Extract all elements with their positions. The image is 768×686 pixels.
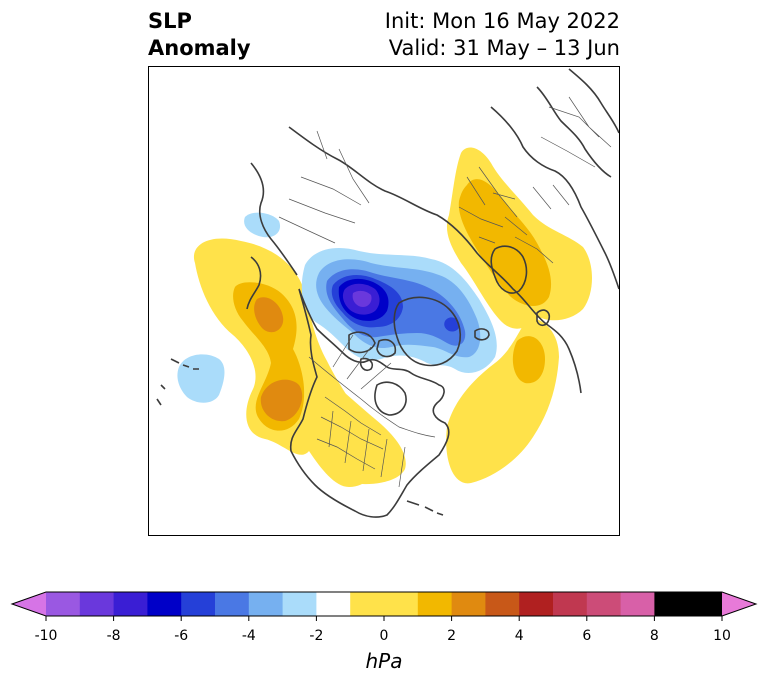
colorbar-segment [451, 592, 486, 616]
map-dates: Init: Mon 16 May 2022 Valid: 31 May – 13… [385, 8, 620, 62]
africa-country-lines [540, 96, 612, 168]
caribbean-islands [406, 500, 444, 516]
colorbar-segment [181, 592, 216, 616]
canada-us-border [308, 356, 436, 438]
colorbar-segment [553, 592, 588, 616]
colorbar-segment [485, 592, 520, 616]
greenland-coast [393, 296, 462, 367]
arctic-islands [348, 331, 397, 372]
title-line-type: Anomaly [148, 36, 251, 60]
colorbar-tick-label: -6 [174, 628, 189, 644]
colorbar-segment [79, 592, 115, 616]
kamchatka-coast [246, 256, 262, 310]
colorbar-segment [350, 592, 419, 616]
colorbar-segment [688, 592, 723, 616]
coastlines [156, 68, 619, 518]
colorbar-tick-label: 0 [379, 628, 389, 644]
colorbar-segment [620, 592, 655, 616]
anomaly-map [156, 68, 619, 518]
negative-anomaly-west [177, 354, 225, 403]
asia-east-coast [250, 162, 298, 276]
north-america-coast [289, 288, 450, 518]
colorbar-segment [248, 592, 284, 616]
colorbar-segment [46, 592, 81, 616]
political-borders [278, 96, 612, 488]
colorbar-tick-label: -10 [34, 628, 58, 644]
colorbar-ticks: -10 -8 -6 -4 -2 0 2 4 6 8 10 [0, 628, 768, 648]
negative-anomaly-greenland [444, 317, 460, 332]
colorbar-tick-label: -2 [309, 628, 324, 644]
positive-anomaly-eurasia-core [458, 179, 552, 307]
colorbar-tick-label: 4 [514, 628, 524, 644]
iceland-coast [474, 328, 490, 341]
colorbar-segment [282, 592, 317, 616]
colorbar-segment [113, 592, 148, 616]
colorbar-over-triangle [722, 592, 756, 616]
colorbar-tick-label: 6 [582, 628, 592, 644]
colorbar-segment [147, 592, 182, 616]
colorbar-tick-label: -4 [241, 628, 256, 644]
colorbar-segment [215, 592, 250, 616]
positive-anomaly-north-america [304, 367, 406, 485]
colorbar-segment [654, 592, 689, 616]
anomaly-fills [177, 147, 592, 487]
colorbar-segment [586, 592, 622, 616]
aleutian-islands [156, 358, 199, 406]
colorbar-under-triangle [12, 592, 46, 616]
positive-anomaly-pacific-max-north [254, 297, 284, 333]
asia-country-lines [278, 130, 370, 244]
colorbar-tick-label: 2 [447, 628, 457, 644]
colorbar-label: hPa [365, 649, 403, 673]
colorbar [10, 591, 758, 621]
positive-anomaly-atlantic-core [512, 336, 545, 384]
colorbar-tick-label: 10 [713, 628, 731, 644]
title-line-variable: SLP [148, 9, 192, 33]
eurasia-coast [288, 126, 582, 394]
us-state-lines [316, 396, 406, 488]
mideast-coast [536, 86, 612, 178]
negative-anomaly-arctic-min [352, 290, 372, 307]
colorbar-segments [10, 591, 758, 621]
map-title: SLP Anomaly [148, 8, 251, 62]
colorbar-tick-label: -8 [106, 628, 121, 644]
colorbar-segment [316, 592, 351, 616]
map-panel [148, 66, 620, 536]
canada-province-lines [332, 334, 392, 390]
colorbar-segment [417, 592, 453, 616]
uk-coast [536, 309, 551, 327]
colorbar-segment [519, 592, 554, 616]
hudson-bay-coast [374, 381, 407, 416]
colorbar-tick-label: 8 [649, 628, 659, 644]
arabia-coast [568, 68, 619, 134]
europe-country-lines [458, 166, 570, 264]
scandinavia-coast [490, 245, 528, 294]
valid-range: Valid: 31 May – 13 Jun [388, 36, 620, 60]
positive-anomaly-pacific-max-south [260, 379, 303, 422]
europe-coast [490, 106, 619, 290]
init-date: Init: Mon 16 May 2022 [384, 9, 620, 33]
